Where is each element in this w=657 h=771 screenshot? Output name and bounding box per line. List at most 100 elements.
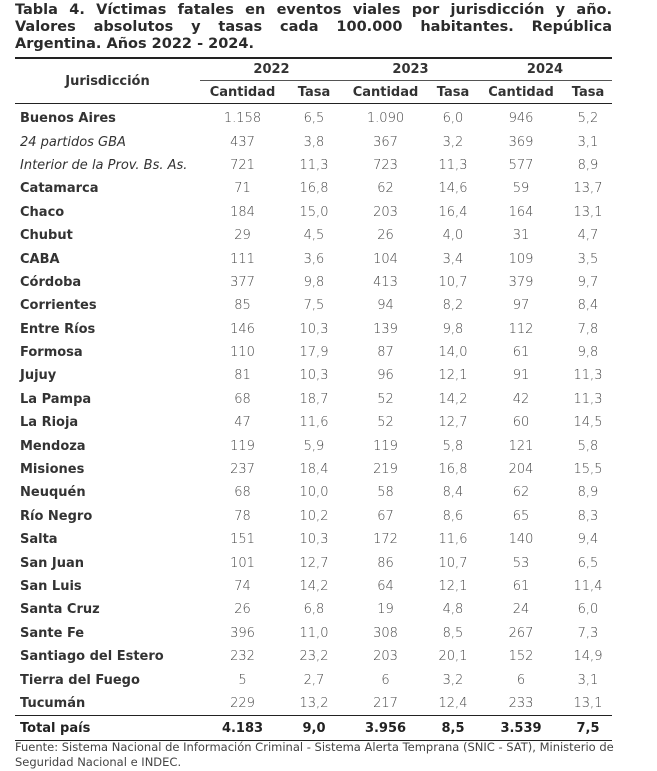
value-cell: 17,9 (299, 345, 329, 361)
table-row: Formosa 110 17,9 87 14,0 61 9,8 (15, 341, 612, 364)
table-row: Interior de la Prov. Bs. As. 721 11,3 723 11… (15, 154, 612, 177)
table-row: Buenos Aires 1.158 6,5 1.090 6,0 946 5,2 (15, 104, 612, 131)
table-row: Chubut 29 4,5 26 4,0 31 4,7 (15, 224, 612, 247)
total-cell: 9,0 (285, 715, 343, 742)
value-cell: 367 (373, 134, 398, 150)
jurisdiction-cell: Catamarca (20, 181, 99, 197)
jurisdiction-cell: Tucumán (20, 695, 86, 711)
value-cell: 29 (234, 228, 251, 244)
value-cell: 3,5 (577, 251, 599, 267)
jurisdiction-cell: Entre Ríos (20, 321, 96, 337)
value-cell: 8,3 (577, 508, 599, 524)
value-cell: 184 (230, 204, 255, 220)
value-cell: 10,7 (438, 555, 468, 571)
value-cell: 119 (373, 438, 398, 454)
jurisdiction-cell: Buenos Aires (20, 111, 116, 127)
value-cell: 13,1 (573, 695, 603, 711)
jurisdiction-cell: Corrientes (20, 298, 97, 314)
value-cell: 16,8 (438, 462, 468, 478)
value-cell: 3,8 (303, 134, 325, 150)
value-cell: 109 (508, 251, 534, 267)
value-cell: 31 (512, 228, 530, 244)
value-cell: 16,8 (299, 181, 329, 197)
value-cell: 74 (234, 579, 251, 594)
value-cell: 217 (373, 695, 398, 711)
value-cell: 61 (512, 579, 530, 594)
value-cell: 219 (373, 462, 398, 478)
value-cell: 204 (508, 462, 534, 478)
value-cell: 101 (230, 555, 255, 571)
jurisdiction-cell: Chubut (20, 228, 73, 244)
value-cell: 9,7 (577, 274, 599, 290)
subcolumn-header: Tasa (564, 80, 612, 104)
value-cell: 110 (230, 345, 255, 361)
value-cell: 94 (377, 298, 394, 314)
value-cell: 81 (234, 368, 251, 384)
value-cell: 10,3 (299, 368, 329, 384)
value-cell: 60 (512, 415, 530, 431)
value-cell: 5,8 (577, 438, 599, 454)
value-cell: 53 (512, 555, 530, 571)
value-cell: 16,4 (438, 204, 468, 220)
table-row: Entre Ríos 146 10,3 139 9,8 112 7,8 (15, 318, 612, 341)
value-cell: 104 (373, 251, 398, 267)
jurisdiction-cell: Santiago del Estero (20, 649, 164, 665)
value-cell: 9,8 (442, 321, 464, 337)
value-cell: 71 (234, 181, 251, 197)
table-row: Tucumán 229 13,2 217 12,4 233 13,1 (15, 692, 612, 716)
jurisdiction-cell: San Luis (20, 579, 82, 594)
value-cell: 97 (512, 298, 530, 314)
value-cell: 1.090 (366, 111, 405, 127)
value-cell: 164 (508, 204, 534, 220)
jurisdiction-cell: Neuquén (20, 485, 86, 501)
jurisdiction-cell: Salta (20, 532, 58, 548)
total-cell: 3.956 (343, 715, 428, 742)
value-cell: 6 (516, 672, 526, 688)
value-cell: 12,1 (438, 368, 468, 384)
total-cell: 7,5 (564, 715, 612, 742)
value-cell: 11,6 (438, 532, 468, 548)
subcolumn-header: Cantidad (200, 80, 285, 104)
table-row: Salta 151 10,3 172 11,6 140 9,4 (15, 528, 612, 551)
subcolumn-header: Cantidad (343, 80, 428, 104)
value-cell: 152 (508, 649, 534, 665)
value-cell: 26 (234, 602, 251, 618)
value-cell: 413 (373, 274, 398, 290)
jurisdiction-cell: Córdoba (20, 274, 82, 290)
total-label: Total país (15, 715, 200, 742)
value-cell: 13,7 (573, 181, 603, 197)
table-title: Tabla 4. Víctimas fatales en eventos via… (15, 2, 612, 52)
value-cell: 58 (377, 485, 394, 501)
value-cell: 9,8 (303, 274, 325, 290)
value-cell: 8,9 (577, 157, 599, 173)
value-cell: 47 (234, 415, 251, 431)
value-cell: 6,5 (577, 555, 599, 571)
value-cell: 62 (377, 181, 394, 197)
value-cell: 14,0 (438, 345, 468, 361)
value-cell: 5,8 (442, 438, 464, 454)
jurisdiction-cell: San Juan (20, 555, 85, 571)
value-cell: 6,0 (442, 111, 464, 127)
value-cell: 8,4 (577, 298, 599, 314)
value-cell: 86 (377, 555, 394, 571)
jurisdiction-cell: 24 partidos GBA (20, 134, 126, 150)
value-cell: 65 (512, 508, 530, 524)
value-cell: 24 (512, 602, 530, 618)
table-row: Chaco 184 15,0 203 16,4 164 13,1 (15, 201, 612, 224)
total-cell: 4.183 (200, 715, 285, 742)
value-cell: 577 (508, 157, 534, 173)
value-cell: 52 (377, 391, 394, 407)
value-cell: 8,2 (442, 298, 464, 314)
value-cell: 379 (508, 274, 534, 290)
value-cell: 13,1 (573, 204, 603, 220)
jurisdiction-cell: Interior de la Prov. Bs. As. (20, 157, 188, 173)
value-cell: 10,3 (299, 321, 329, 337)
value-cell: 369 (508, 134, 534, 150)
value-cell: 203 (373, 649, 398, 665)
value-cell: 4,7 (577, 228, 599, 244)
subcolumn-header: Tasa (285, 80, 343, 104)
value-cell: 203 (373, 204, 398, 220)
jurisdiction-cell: Mendoza (20, 438, 86, 454)
value-cell: 12,4 (438, 695, 468, 711)
value-cell: 4,8 (442, 602, 464, 618)
